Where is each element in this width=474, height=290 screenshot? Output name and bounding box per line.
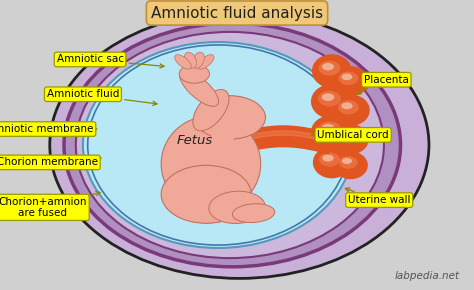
Ellipse shape bbox=[76, 32, 384, 258]
Text: Amniotic sac: Amniotic sac bbox=[56, 55, 164, 68]
Ellipse shape bbox=[318, 91, 341, 106]
Ellipse shape bbox=[341, 102, 353, 109]
Ellipse shape bbox=[211, 123, 235, 146]
Ellipse shape bbox=[339, 156, 358, 169]
Text: Amniotic membrane: Amniotic membrane bbox=[0, 124, 96, 134]
Ellipse shape bbox=[322, 63, 334, 70]
Ellipse shape bbox=[161, 116, 261, 212]
Ellipse shape bbox=[50, 12, 429, 278]
Ellipse shape bbox=[312, 54, 352, 88]
Ellipse shape bbox=[161, 165, 251, 223]
Ellipse shape bbox=[332, 95, 370, 126]
Ellipse shape bbox=[311, 115, 353, 149]
Text: Uterine wall: Uterine wall bbox=[345, 188, 410, 205]
Ellipse shape bbox=[313, 146, 351, 178]
Ellipse shape bbox=[333, 124, 369, 154]
Text: Amniotic fluid analysis: Amniotic fluid analysis bbox=[151, 6, 323, 21]
Ellipse shape bbox=[318, 122, 341, 137]
Ellipse shape bbox=[342, 132, 352, 138]
Ellipse shape bbox=[232, 204, 275, 222]
Ellipse shape bbox=[83, 42, 353, 248]
Circle shape bbox=[179, 65, 210, 83]
Ellipse shape bbox=[322, 155, 334, 162]
Ellipse shape bbox=[64, 23, 401, 267]
Ellipse shape bbox=[319, 61, 340, 76]
Ellipse shape bbox=[311, 84, 353, 119]
Text: Placenta: Placenta bbox=[357, 75, 409, 94]
Ellipse shape bbox=[175, 55, 191, 69]
Ellipse shape bbox=[184, 52, 196, 68]
Ellipse shape bbox=[193, 90, 229, 131]
Text: Amniotic fluid: Amniotic fluid bbox=[47, 89, 157, 105]
Ellipse shape bbox=[322, 93, 334, 101]
Ellipse shape bbox=[192, 52, 204, 68]
Ellipse shape bbox=[342, 158, 352, 164]
Circle shape bbox=[194, 96, 265, 139]
Ellipse shape bbox=[338, 72, 358, 85]
Text: Chorion membrane: Chorion membrane bbox=[0, 156, 101, 167]
Ellipse shape bbox=[322, 124, 334, 131]
Ellipse shape bbox=[338, 100, 359, 114]
Ellipse shape bbox=[319, 152, 340, 167]
Polygon shape bbox=[237, 125, 329, 155]
Ellipse shape bbox=[338, 130, 358, 143]
Text: Umblical cord: Umblical cord bbox=[311, 130, 389, 140]
Ellipse shape bbox=[198, 55, 214, 69]
Ellipse shape bbox=[342, 74, 352, 80]
Text: labpedia.net: labpedia.net bbox=[395, 271, 460, 281]
Text: Chorion+amnion
are fused: Chorion+amnion are fused bbox=[0, 191, 100, 218]
Ellipse shape bbox=[333, 66, 369, 96]
Ellipse shape bbox=[180, 70, 219, 106]
Ellipse shape bbox=[209, 191, 265, 224]
Text: Fetus: Fetus bbox=[176, 134, 212, 147]
Polygon shape bbox=[237, 131, 329, 142]
Ellipse shape bbox=[334, 151, 368, 179]
